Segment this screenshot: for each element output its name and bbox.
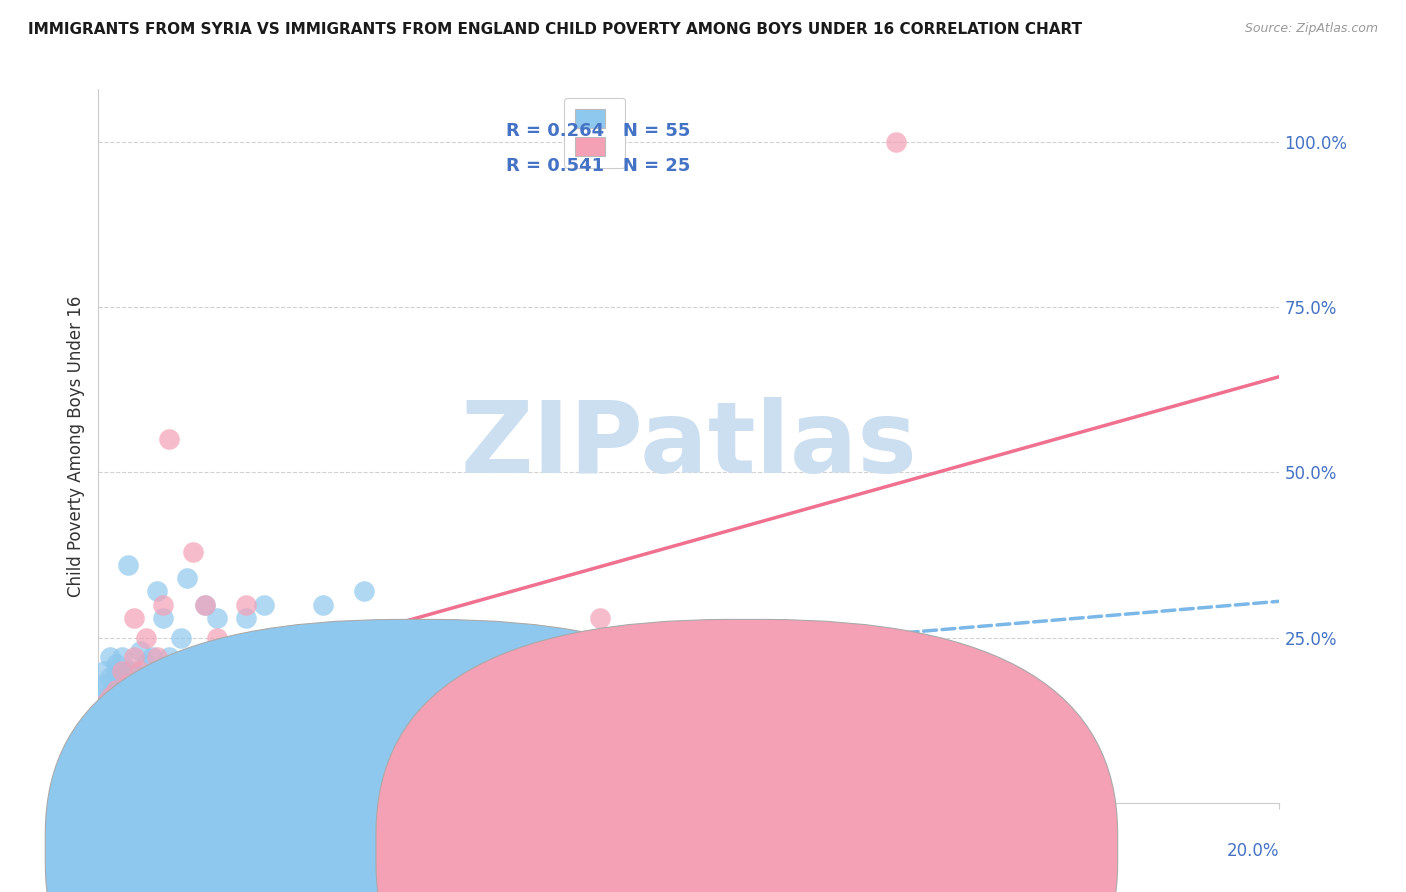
Point	[141, 650, 163, 665]
Point	[235, 598, 257, 612]
Text: R = 0.264   N = 55: R = 0.264 N = 55	[506, 121, 690, 139]
Point	[122, 677, 145, 691]
Point	[353, 584, 375, 599]
Point	[135, 657, 157, 671]
Point	[98, 703, 121, 717]
Point	[135, 690, 157, 704]
Point	[589, 611, 612, 625]
Point	[176, 670, 198, 684]
Point	[146, 650, 169, 665]
Point	[152, 598, 174, 612]
Text: R = 0.541   N = 25: R = 0.541 N = 25	[506, 157, 690, 175]
Point	[264, 743, 287, 757]
FancyBboxPatch shape	[375, 619, 1118, 892]
Point	[111, 664, 134, 678]
Point	[205, 611, 228, 625]
Point	[122, 650, 145, 665]
Point	[157, 650, 180, 665]
Point	[312, 598, 335, 612]
Point	[98, 690, 121, 704]
Point	[146, 683, 169, 698]
Point	[152, 611, 174, 625]
Point	[205, 631, 228, 645]
Point	[157, 670, 180, 684]
Point	[111, 697, 134, 711]
Point	[93, 697, 115, 711]
Point	[235, 611, 257, 625]
Point	[122, 664, 145, 678]
Point	[90, 710, 112, 724]
Point	[141, 683, 163, 698]
Point	[117, 697, 139, 711]
Point	[93, 697, 115, 711]
Point	[146, 584, 169, 599]
Point	[98, 670, 121, 684]
Text: Source: ZipAtlas.com: Source: ZipAtlas.com	[1244, 22, 1378, 36]
Point	[135, 631, 157, 645]
Point	[253, 598, 276, 612]
Point	[117, 558, 139, 572]
Point	[117, 664, 139, 678]
Point	[117, 683, 139, 698]
Point	[176, 571, 198, 585]
Point	[165, 677, 187, 691]
Point	[103, 683, 125, 698]
Point	[105, 664, 128, 678]
Point	[200, 749, 222, 764]
Point	[105, 697, 128, 711]
Text: Immigrants from Syria: Immigrants from Syria	[441, 839, 627, 857]
Text: ZIPatlas: ZIPatlas	[461, 398, 917, 494]
Text: IMMIGRANTS FROM SYRIA VS IMMIGRANTS FROM ENGLAND CHILD POVERTY AMONG BOYS UNDER : IMMIGRANTS FROM SYRIA VS IMMIGRANTS FROM…	[28, 22, 1083, 37]
Point	[105, 703, 128, 717]
Point	[217, 749, 239, 764]
FancyBboxPatch shape	[45, 619, 787, 892]
Point	[884, 135, 907, 149]
Point	[194, 598, 217, 612]
Point	[98, 650, 121, 665]
Point	[98, 716, 121, 731]
Point	[412, 730, 434, 744]
Point	[157, 433, 180, 447]
Point	[128, 683, 150, 698]
Point	[187, 697, 209, 711]
Point	[105, 657, 128, 671]
Point	[165, 664, 187, 678]
Point	[181, 545, 204, 559]
Point	[96, 690, 118, 704]
Point	[194, 598, 217, 612]
Point	[323, 743, 346, 757]
Point	[122, 703, 145, 717]
Point	[105, 683, 128, 698]
Text: Immigrants from England: Immigrants from England	[772, 839, 983, 857]
Point	[283, 650, 305, 665]
Point	[152, 677, 174, 691]
Point	[128, 664, 150, 678]
Legend: , : ,	[564, 97, 626, 168]
Point	[141, 677, 163, 691]
Point	[111, 650, 134, 665]
Point	[111, 677, 134, 691]
Point	[170, 631, 193, 645]
Point	[111, 670, 134, 684]
Point	[181, 650, 204, 665]
Point	[176, 677, 198, 691]
Text: 0.0%: 0.0%	[98, 842, 141, 860]
Point	[128, 644, 150, 658]
Point	[224, 697, 246, 711]
Point	[93, 677, 115, 691]
Point	[117, 677, 139, 691]
Point	[93, 664, 115, 678]
Y-axis label: Child Poverty Among Boys Under 16: Child Poverty Among Boys Under 16	[66, 295, 84, 597]
Point	[90, 683, 112, 698]
Text: 20.0%: 20.0%	[1227, 842, 1279, 860]
Point	[122, 611, 145, 625]
Point	[111, 690, 134, 704]
Point	[105, 677, 128, 691]
